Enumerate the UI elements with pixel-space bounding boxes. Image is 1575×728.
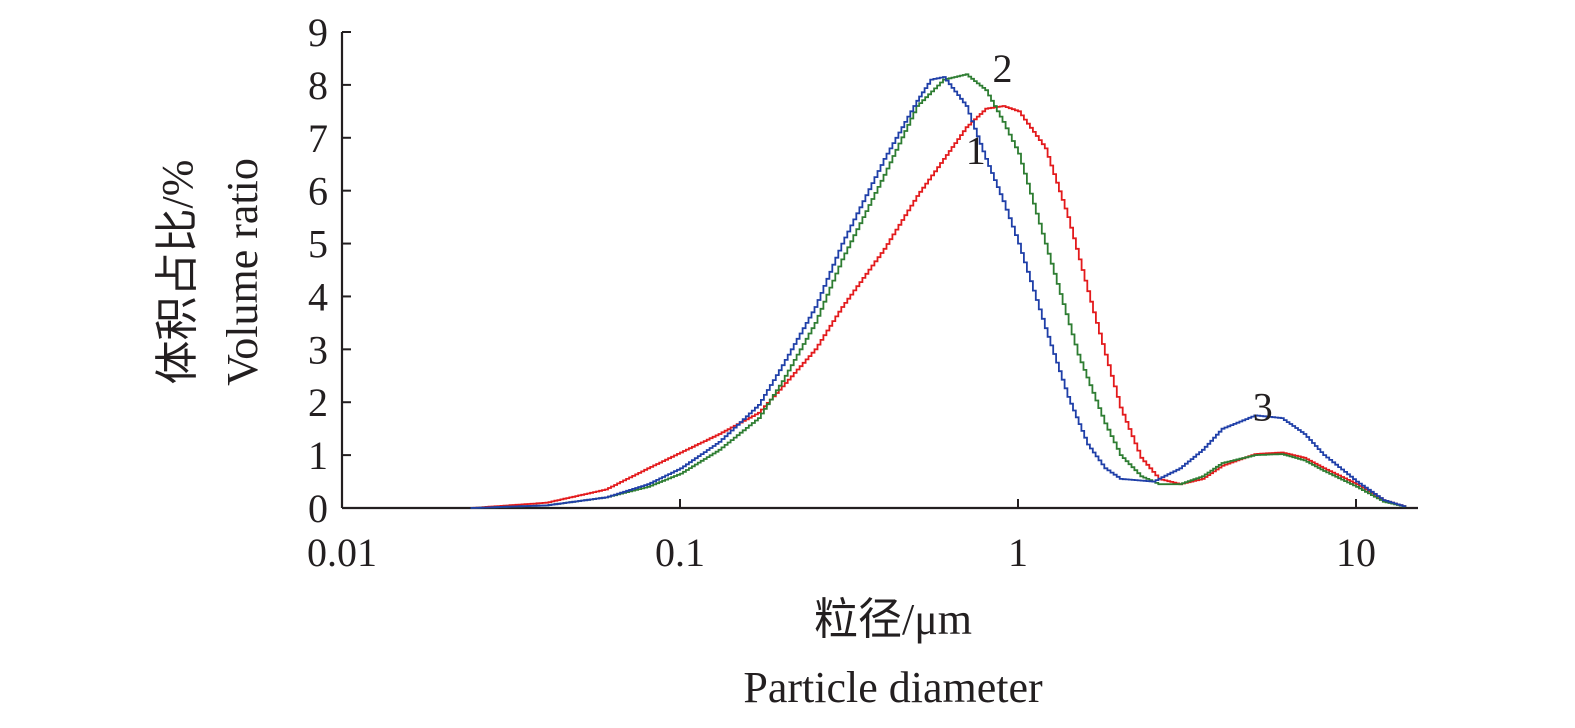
series-1-label: 1	[966, 128, 986, 173]
x-axis-title-cn: 粒径/μm	[814, 595, 972, 644]
series-3-label: 3	[1253, 385, 1273, 430]
series-2-line	[470, 73, 1407, 509]
y-tick-label: 8	[308, 63, 328, 108]
x-tick-label: 0.01	[307, 530, 377, 575]
y-axis-title-cn: 体积占比/%	[153, 160, 202, 385]
x-axis-title-en: Particle diameter	[743, 663, 1043, 712]
y-tick-label: 1	[308, 433, 328, 478]
curve-labels: 12 3	[966, 46, 1273, 429]
y-tick-label: 9	[308, 10, 328, 55]
series-2-label: 2	[993, 46, 1013, 91]
y-tick-label: 7	[308, 116, 328, 161]
series-1-line	[470, 105, 1407, 509]
series-group	[470, 73, 1407, 509]
series-3-line	[470, 76, 1407, 509]
y-tick-label: 4	[308, 274, 328, 319]
y-tick-label: 3	[308, 327, 328, 372]
x-tick-label: 1	[1008, 530, 1028, 575]
y-tick-label: 6	[308, 169, 328, 214]
y-ticks: 0 1 2 3 4 5 6 7 8 9	[308, 10, 351, 531]
y-tick-label: 5	[308, 222, 328, 267]
x-tick-label: 0.1	[655, 530, 705, 575]
y-tick-label: 2	[308, 380, 328, 425]
y-axis-title-en: Volume ratio	[218, 158, 267, 386]
x-tick-label: 10	[1336, 530, 1376, 575]
x-ticks: 0.01 0.1 1 10	[307, 499, 1376, 575]
y-tick-label: 0	[308, 486, 328, 531]
